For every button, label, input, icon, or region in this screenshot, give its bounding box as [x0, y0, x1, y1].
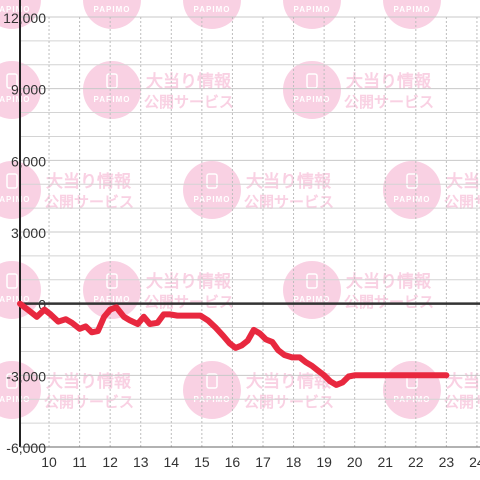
- watermark-logo-text: PAPIMO: [0, 5, 30, 14]
- watermark-phone-icon: [106, 73, 118, 89]
- watermark-logo-text: PAPIMO: [94, 95, 131, 104]
- watermark-phone-icon: [6, 273, 18, 289]
- x-tick-label: 11: [72, 454, 87, 470]
- watermark-logo-text: PAPIMO: [0, 295, 30, 304]
- watermark-line2: 公開サービス: [244, 393, 334, 411]
- watermark-line1: 大当り情報: [446, 371, 480, 392]
- watermark-phone-icon: [306, 273, 318, 289]
- watermark-logo-circle: [383, 361, 441, 419]
- watermark-line1: 大当り情報: [146, 71, 232, 92]
- watermark-line2: 公開サービス: [444, 193, 480, 211]
- y-tick-label: -3,000: [6, 368, 46, 384]
- watermark-line2: 公開サービス: [44, 193, 134, 211]
- x-tick-label: 23: [439, 454, 455, 470]
- watermark-mark: PAPIMO: [283, 0, 341, 29]
- y-tick-label: 9,000: [11, 82, 46, 98]
- watermark-line1: 大当り情報: [446, 171, 480, 192]
- watermark-line1: 大当り情報: [46, 171, 132, 192]
- watermark-phone-icon: [6, 373, 18, 389]
- x-tick-label: 19: [316, 454, 332, 470]
- watermark-logo-text: PAPIMO: [0, 95, 30, 104]
- watermark-line2: 公開サービス: [244, 193, 334, 211]
- watermark-line2: 公開サービス: [144, 293, 234, 311]
- x-tick-label: 13: [133, 454, 149, 470]
- watermark-logo-text: PAPIMO: [294, 295, 331, 304]
- watermark-logo-text: PAPIMO: [394, 195, 431, 204]
- x-tick-label: 15: [194, 454, 210, 470]
- watermark-phone-icon: [6, 173, 18, 189]
- y-tick-label: 3,000: [11, 225, 46, 241]
- series-layer: [17, 300, 450, 388]
- watermark-line1: 大当り情報: [346, 271, 432, 292]
- watermark-logo-text: PAPIMO: [94, 5, 131, 14]
- watermark-logo-text: PAPIMO: [394, 5, 431, 14]
- x-tick-label: 24: [469, 454, 480, 470]
- watermark-logo-text: PAPIMO: [294, 5, 331, 14]
- x-tick-label: 17: [255, 454, 271, 470]
- watermark-mark: PAPIMO: [383, 0, 441, 29]
- watermark-line2: 公開サービス: [344, 93, 434, 111]
- watermark-phone-icon: [106, 273, 118, 289]
- watermark-phone-icon: [406, 173, 418, 189]
- watermark-logo-circle: [83, 0, 141, 29]
- x-tick-label: 14: [164, 454, 180, 470]
- watermark-phone-icon: [206, 173, 218, 189]
- series-line: [17, 300, 450, 388]
- x-tick-label: 22: [408, 454, 424, 470]
- watermark-phone-icon: [306, 73, 318, 89]
- watermark-line1: 大当り情報: [246, 371, 332, 392]
- watermark-logo-circle: [283, 61, 341, 119]
- x-tick-label: 16: [225, 454, 241, 470]
- watermark-logo-circle: [183, 161, 241, 219]
- watermark-line2: 公開サービス: [44, 393, 134, 411]
- axes-layer: [19, 0, 480, 448]
- watermark-logo-circle: [183, 0, 241, 29]
- y-tick-label: 6,000: [11, 153, 46, 169]
- watermark-logo-circle: [83, 61, 141, 119]
- watermark-logo-circle: [283, 0, 341, 29]
- watermark-logo-circle: [383, 161, 441, 219]
- watermark-line2: 公開サービス: [344, 293, 434, 311]
- x-tick-label: 10: [41, 454, 57, 470]
- x-tick-label: 18: [286, 454, 302, 470]
- watermark-logo-circle: [383, 0, 441, 29]
- watermark-line1: 大当り情報: [146, 271, 232, 292]
- watermark-logo-text: PAPIMO: [0, 195, 30, 204]
- y-tick-label: -6,000: [6, 440, 46, 456]
- watermark-logo-circle: [283, 261, 341, 319]
- watermark-mark: PAPIMO: [83, 0, 141, 29]
- x-tick-label: 20: [347, 454, 363, 470]
- y-tick-label: 12,000: [3, 10, 46, 26]
- watermark-logo-text: PAPIMO: [194, 195, 231, 204]
- watermark-logo-text: PAPIMO: [294, 95, 331, 104]
- watermark-layer: PAPIMO PAPIMO PAPIMO PAPIMO PAPIMO PAPIMO 大当り情…: [0, 0, 480, 419]
- watermark-logo-text: PAPIMO: [194, 5, 231, 14]
- watermark-phone-icon: [206, 373, 218, 389]
- watermark-mark: PAPIMO: [183, 0, 241, 29]
- x-tick-label: 21: [377, 454, 393, 470]
- watermark-line1: 大当り情報: [246, 171, 332, 192]
- y-tick-label: 0: [38, 297, 46, 313]
- x-tick-label: 12: [102, 454, 118, 470]
- watermark-phone-icon: [6, 73, 18, 89]
- watermark-logo-text: PAPIMO: [94, 295, 131, 304]
- watermark-line1: 大当り情報: [46, 371, 132, 392]
- watermark-line1: 大当り情報: [346, 71, 432, 92]
- watermark-line2: 公開サービス: [144, 93, 234, 111]
- watermark-logo-text: PAPIMO: [0, 395, 30, 404]
- watermark-line2: 公開サービス: [444, 393, 480, 411]
